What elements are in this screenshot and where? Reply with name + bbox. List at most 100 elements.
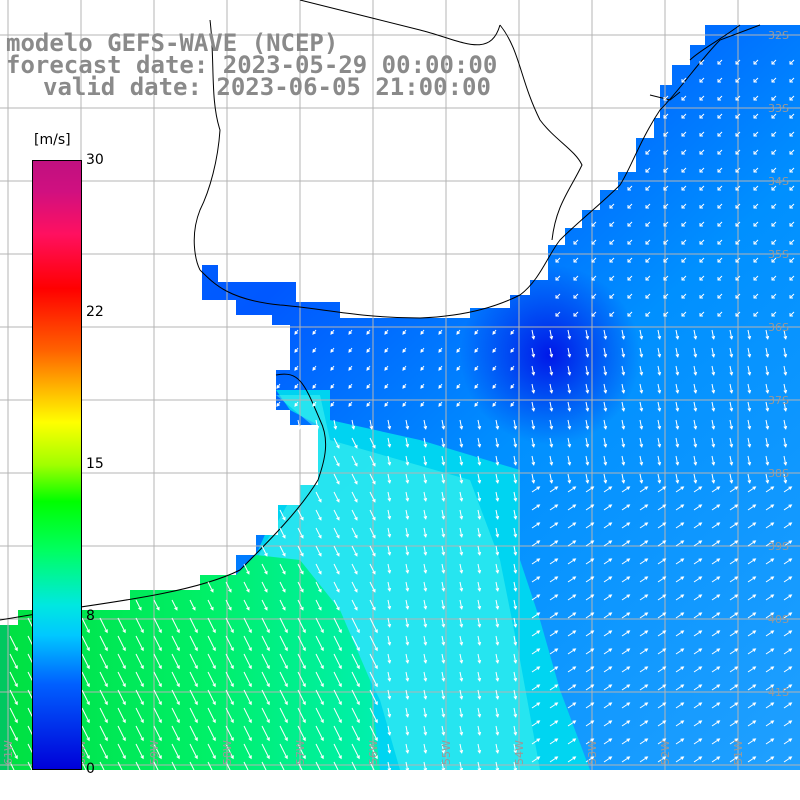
wind-arrow (477, 419, 482, 430)
wind-arrow (621, 347, 626, 358)
wind-arrow (789, 221, 795, 227)
wind-arrow (330, 329, 335, 335)
wind-arrow (783, 437, 788, 448)
wind-vectors (9, 59, 795, 778)
wind-arrow (735, 185, 741, 191)
wind-arrow (621, 756, 631, 763)
wind-arrow (315, 563, 322, 575)
lat-label-38S: 38S (768, 467, 789, 480)
wind-arrow (747, 365, 752, 376)
wind-arrow (783, 648, 793, 655)
wind-arrow (639, 419, 644, 430)
wind-arrow (657, 522, 667, 529)
wind-arrow (753, 257, 759, 263)
wind-arrow (297, 671, 306, 688)
wind-arrow (747, 756, 757, 763)
wind-arrow (681, 221, 687, 227)
wind-arrow (438, 347, 443, 353)
wind-arrow (675, 540, 685, 547)
wind-arrow (207, 689, 216, 706)
wind-arrow (783, 473, 788, 484)
wind-arrow (765, 630, 775, 637)
wind-arrow (747, 455, 752, 466)
wind-arrow (663, 131, 669, 137)
wind-arrow (609, 311, 615, 317)
wind-arrow (609, 203, 615, 209)
wind-arrow (771, 185, 777, 191)
wind-arrow (621, 383, 626, 394)
wind-arrow (369, 455, 376, 467)
wind-arrow (681, 167, 687, 173)
wind-arrow (387, 671, 392, 682)
wind-arrow (225, 743, 234, 760)
wind-arrow (423, 491, 428, 502)
wind-arrow (639, 383, 644, 394)
wind-arrow (294, 329, 299, 335)
wind-arrow (315, 653, 324, 670)
wind-arrow (603, 473, 608, 484)
wind-arrow (585, 630, 595, 637)
wind-arrow (609, 275, 615, 281)
wind-arrow (585, 504, 595, 511)
wind-arrow (279, 599, 286, 611)
wind-arrow (639, 455, 644, 466)
wind-arrow (681, 239, 687, 245)
wind-arrow (729, 630, 739, 637)
wind-arrow (441, 743, 446, 754)
wind-arrow (675, 558, 685, 565)
wind-arrow (297, 707, 306, 724)
wind-arrow (387, 689, 392, 700)
wind-arrow (531, 401, 536, 412)
wind-arrow (9, 689, 18, 706)
wind-arrow (621, 473, 626, 484)
wind-arrow (717, 221, 723, 227)
wind-arrow (207, 761, 216, 778)
wind-arrow (333, 545, 340, 557)
wind-arrow (513, 707, 518, 718)
wind-arrow (315, 545, 322, 557)
wind-arrow (441, 581, 446, 592)
wind-arrow (459, 437, 464, 448)
wind-arrow (753, 311, 759, 317)
wind-arrow (225, 689, 234, 706)
wind-arrow (711, 419, 716, 430)
wind-arrow (495, 635, 500, 646)
wind-arrow (789, 257, 795, 263)
wind-arrow (675, 612, 685, 619)
wind-arrow (207, 707, 216, 724)
wind-arrow (27, 761, 36, 778)
wind-arrow (171, 617, 180, 634)
wind-arrow (573, 293, 579, 299)
wind-arrow (645, 167, 651, 173)
wind-arrow (735, 59, 741, 65)
wind-arrow (729, 720, 739, 727)
wind-arrow (423, 671, 428, 682)
colorbar-unit: [m/s] (34, 132, 71, 148)
wind-arrow (789, 131, 795, 137)
wind-arrow (585, 648, 595, 655)
wind-arrow (348, 365, 353, 371)
wind-arrow (405, 527, 410, 538)
wind-arrow (765, 365, 770, 376)
wind-arrow (765, 419, 770, 430)
wind-arrow (369, 689, 378, 706)
colorbar-tick-8: 8 (86, 608, 95, 624)
wind-arrow (423, 743, 428, 754)
wind-arrow (171, 725, 180, 742)
wind-arrow (771, 239, 777, 245)
wind-arrow (771, 167, 777, 173)
wind-arrow (513, 581, 518, 592)
wind-arrow (117, 653, 126, 670)
wind-arrow (585, 419, 590, 430)
wind-arrow (789, 185, 795, 191)
wind-arrow (735, 149, 741, 155)
wind-arrow (495, 527, 500, 538)
wind-arrow (99, 671, 108, 688)
wind-arrow (459, 491, 464, 502)
wind-arrow (765, 504, 775, 511)
wind-arrow (753, 221, 759, 227)
wind-arrow (747, 720, 757, 727)
wind-arrow (441, 437, 446, 448)
wind-arrow (783, 365, 788, 376)
wind-arrow (603, 738, 613, 745)
